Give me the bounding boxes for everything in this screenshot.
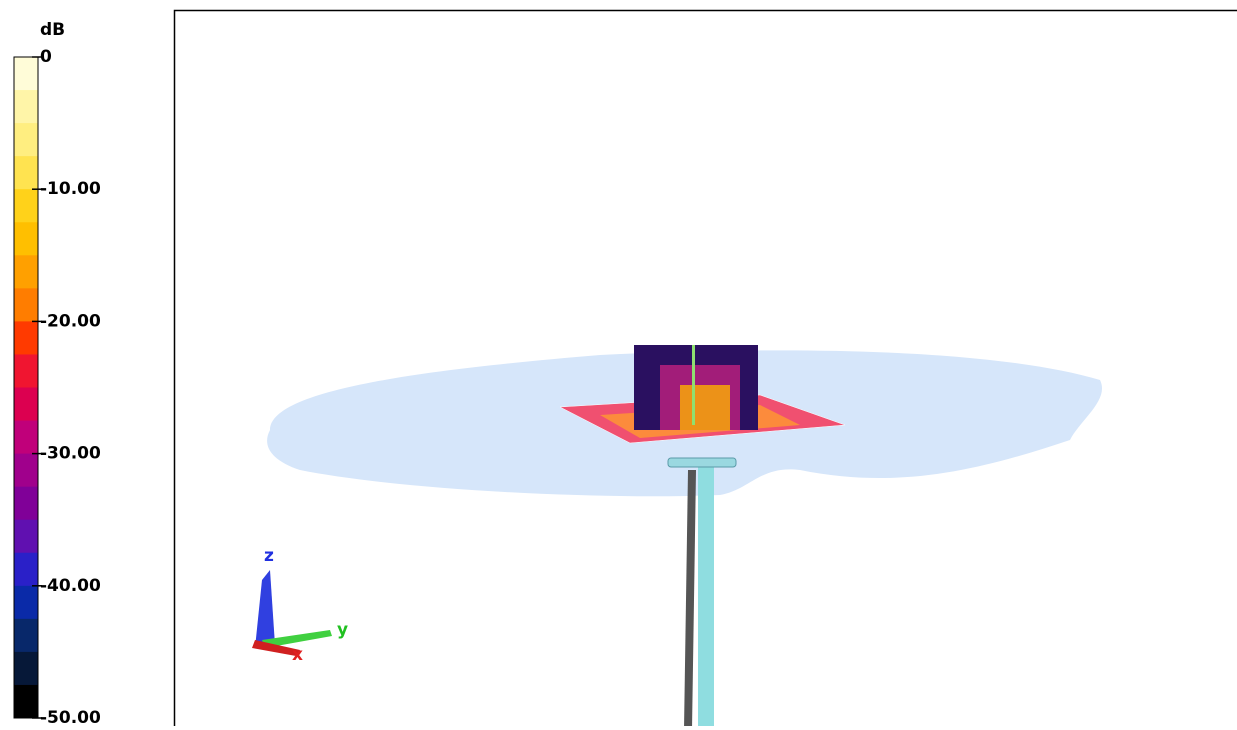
colorbar-band	[14, 520, 38, 554]
colorbar-band	[14, 321, 38, 355]
colorbar-band	[14, 388, 38, 422]
colorbar-band	[14, 652, 38, 686]
colorbar-band	[14, 189, 38, 223]
colorbar-band	[14, 57, 38, 91]
colorbar-tick-label: 0	[40, 47, 52, 67]
colorbar-unit: dB	[40, 20, 65, 40]
colorbar-tick-label: -30.00	[40, 444, 101, 464]
colorbar-band	[14, 421, 38, 455]
holder-top	[668, 458, 736, 467]
colorbar-band	[14, 487, 38, 521]
axis-z-label: z	[264, 546, 274, 566]
axis-y-label: y	[337, 620, 348, 640]
colorbar-band	[14, 288, 38, 322]
axis-x-label: x	[292, 645, 303, 665]
colorbar-band	[14, 354, 38, 388]
colorbar-band	[14, 553, 38, 587]
colorbar-band	[14, 123, 38, 157]
colorbar-tick-label: -40.00	[40, 576, 101, 596]
colorbar-tick-label: -50.00	[40, 708, 101, 726]
colorbar-band	[14, 619, 38, 653]
colorbar-band	[14, 685, 38, 719]
feed-line	[692, 345, 695, 425]
colorbar-band	[14, 222, 38, 256]
colorbar-tick-label: -10.00	[40, 179, 101, 199]
colorbar-band	[14, 255, 38, 289]
colorbar-tick-label: -20.00	[40, 311, 101, 331]
colorbar-band	[14, 90, 38, 124]
colorbar-band	[14, 586, 38, 620]
colorbar-band	[14, 454, 38, 488]
holder	[698, 460, 714, 726]
phantom-peak	[680, 385, 730, 430]
colorbar-band	[14, 156, 38, 190]
